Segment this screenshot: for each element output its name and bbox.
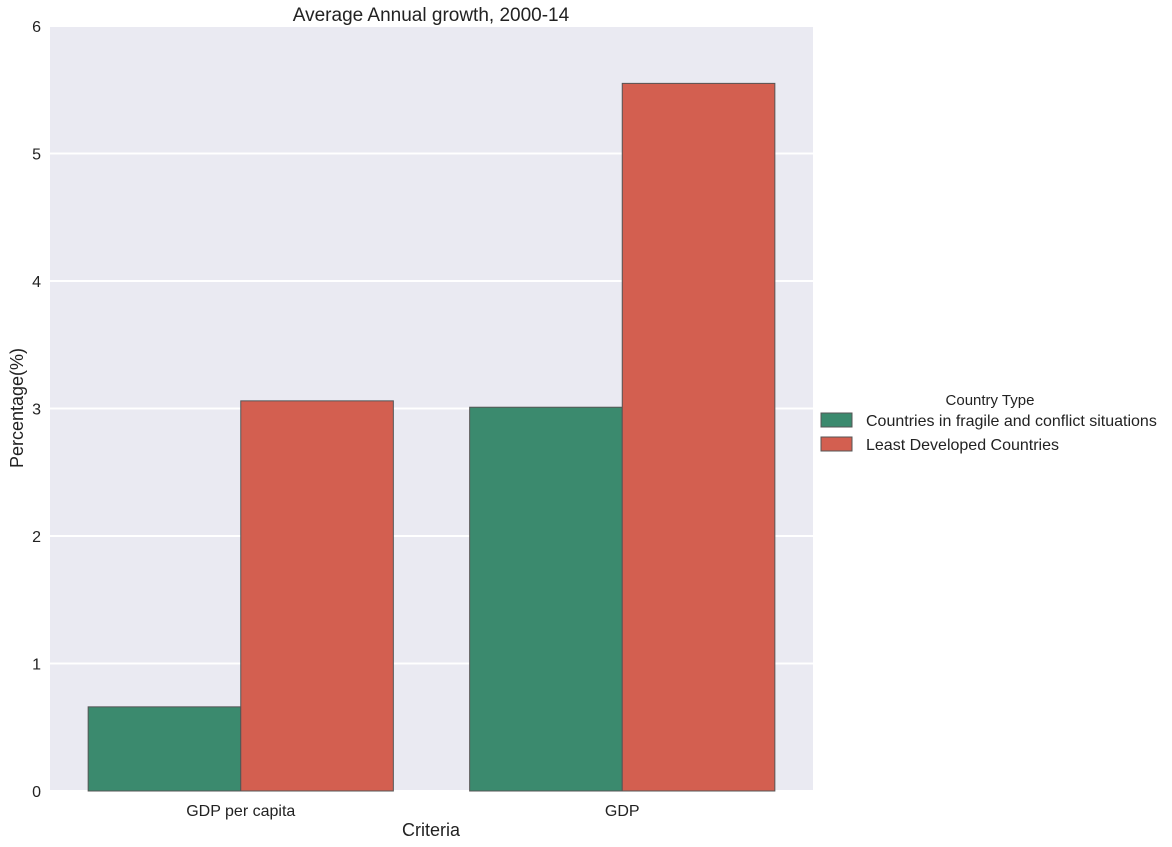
y-tick-label: 0 (32, 784, 41, 801)
y-tick-label: 3 (32, 402, 41, 419)
legend-title: Country Type (946, 392, 1035, 409)
legend-swatch (820, 436, 853, 452)
y-tick-label: 4 (32, 274, 41, 291)
legend-swatch (820, 412, 853, 428)
bar (87, 706, 242, 792)
legend-items: Countries in fragile and conflict situat… (820, 412, 1157, 454)
bar (621, 82, 776, 792)
legend-label: Countries in fragile and conflict situat… (866, 413, 1157, 430)
bar (469, 406, 623, 792)
x-tick-label: GDP per capita (186, 803, 295, 820)
x-axis-title: Criteria (402, 820, 461, 840)
y-tick-label: 1 (32, 657, 41, 674)
bars (87, 82, 776, 792)
y-tick-label: 5 (32, 147, 41, 164)
chart-title: Average Annual growth, 2000-14 (293, 5, 570, 26)
legend-label: Least Developed Countries (866, 437, 1059, 454)
y-tick-label: 2 (32, 529, 41, 546)
x-tick-label: GDP (605, 803, 640, 820)
y-axis-ticks: 0 1 2 3 4 5 6 (32, 19, 41, 801)
y-tick-label: 6 (32, 19, 41, 36)
bar (240, 400, 394, 792)
y-axis-title: Percentage(%) (7, 348, 27, 468)
legend: Country Type Countries in fragile and co… (820, 392, 1157, 454)
x-axis-ticks: GDP per capita GDP (186, 803, 639, 820)
